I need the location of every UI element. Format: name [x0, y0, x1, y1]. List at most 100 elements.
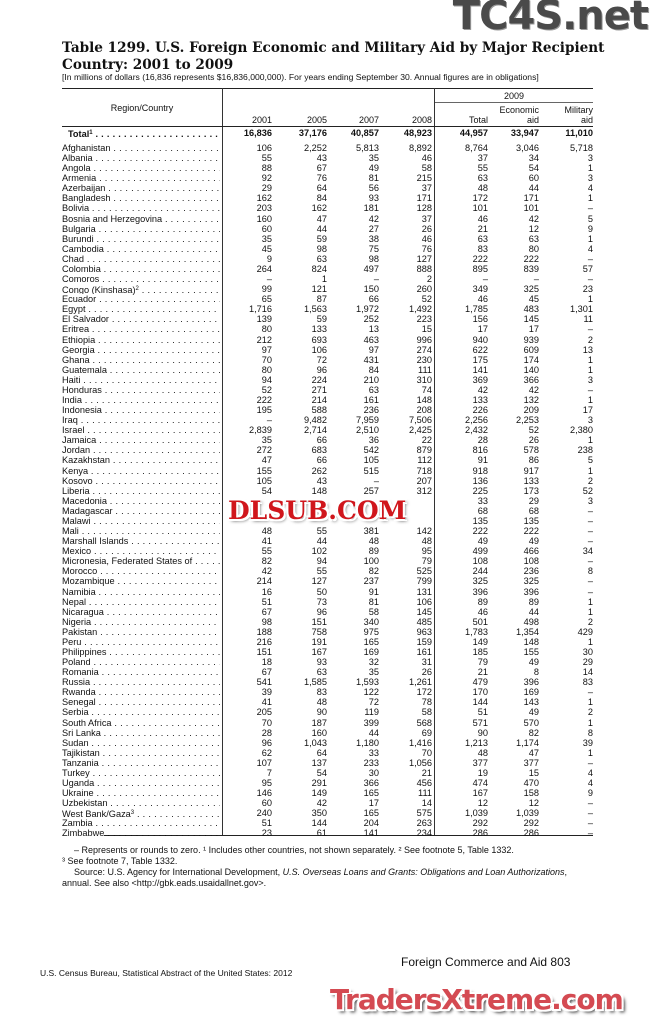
cell-2005: 191 [311, 636, 327, 647]
cell-2008: 127 [416, 253, 432, 264]
header-military-aid: aid [580, 115, 593, 125]
cell-2009-economic: 45 [528, 294, 539, 305]
cell-2001: 16 [261, 586, 272, 597]
header-economic-aid: aid [526, 115, 539, 125]
country-name-text: Ghana [62, 354, 90, 365]
cell-2008: 112 [417, 455, 432, 466]
country-name: Uganda [62, 778, 220, 789]
country-name: Uzbekistan [62, 798, 220, 809]
cell-2007: 1,972 [356, 304, 379, 315]
cell-2009-military: 8 [587, 566, 593, 577]
cell-2009-military: – [587, 203, 593, 214]
cell-2009-economic: 466 [523, 546, 539, 557]
country-name-label: Mali [62, 526, 79, 537]
cell-2007: 30 [368, 767, 379, 778]
cell-2005: 72 [316, 354, 327, 365]
country-name-text: Nepal [62, 596, 87, 607]
cell-2009-total: 79 [477, 657, 488, 668]
cell-2008: 46 [421, 233, 432, 244]
country-name-text: Afghanistan [62, 143, 111, 153]
cell-2001: 54 [261, 485, 272, 496]
cell-2001: 16,836 [243, 128, 272, 138]
cell-2005: 350 [311, 808, 327, 819]
cell-2005: 133 [311, 324, 327, 335]
country-name: Mozambique [62, 576, 220, 587]
country-name-text: Micronesia, Federated States of [62, 556, 193, 567]
country-name: India [62, 395, 220, 405]
cell-2009-total: 222 [472, 253, 488, 264]
cell-2009-military: 2 [587, 475, 593, 486]
cell-2009-military: 5 [587, 455, 593, 466]
cell-2005: 1,563 [304, 304, 327, 315]
cell-2008: 963 [416, 626, 432, 637]
cell-2009-military: 17 [582, 405, 593, 416]
country-name: Congo (Kinshasa)2 [62, 284, 220, 296]
cell-2007: 27 [368, 223, 379, 234]
cell-2009-total: 479 [472, 677, 488, 688]
cell-2007: 975 [363, 626, 379, 637]
country-name-text: Russia [62, 677, 91, 688]
country-name-label: Sudan [62, 737, 89, 748]
cell-2008: 131 [416, 586, 432, 597]
cell-2008: 234 [416, 828, 432, 839]
cell-2009-total: 185 [472, 647, 488, 657]
cell-2001: 35 [261, 435, 272, 446]
cell-2007: 204 [363, 818, 379, 829]
cell-2009-military: 1 [587, 233, 593, 244]
cell-2005: 144 [311, 818, 327, 829]
country-name: Nicaragua [62, 606, 220, 617]
cell-2008: 78 [421, 697, 432, 708]
cell-2009-total: 17 [477, 324, 488, 335]
cell-2005: 43 [316, 153, 327, 164]
country-name-label: West Bank/Gaza [62, 809, 131, 820]
cell-2005: 50 [316, 586, 327, 597]
cell-2009-total: 167 [472, 788, 488, 799]
cell-2005: 59 [316, 233, 327, 244]
cell-2009-military: – [587, 757, 593, 768]
cell-2001: 29 [261, 183, 272, 194]
country-name: Morocco [62, 566, 220, 577]
country-name: Angola [62, 163, 220, 174]
country-name-text: Kenya [62, 465, 89, 476]
cell-2009-economic: 60 [528, 173, 539, 184]
cell-2001: 80 [261, 364, 272, 375]
country-name: Russia [62, 677, 220, 688]
cell-2001: 214 [256, 576, 272, 587]
country-name-text: Tanzania [62, 757, 99, 768]
cell-2007: 91 [368, 586, 379, 597]
cell-2009-economic: 82 [528, 727, 539, 738]
country-name-label: Georgia [62, 344, 95, 355]
cell-2007: 236 [363, 405, 379, 416]
cell-2007: 75 [368, 243, 379, 254]
cell-2009-total: 108 [472, 556, 488, 567]
cell-2001: 95 [261, 778, 272, 789]
cell-2001: 41 [261, 697, 272, 708]
country-name-label: Madagascar [62, 505, 113, 516]
country-name: Macedonia [62, 495, 220, 506]
country-name: Chad [62, 253, 220, 264]
country-name: Bangladesh [62, 193, 220, 204]
cell-2009-economic: 34 [528, 153, 539, 164]
cell-2009-military: 34 [582, 546, 593, 557]
cell-2007: 58 [368, 606, 379, 617]
cell-2009-total: 225 [472, 485, 488, 496]
cell-2007: 237 [363, 576, 379, 587]
cell-2007: 81 [368, 596, 379, 607]
country-name: Nigeria [62, 616, 220, 627]
header-2001: 2001 [251, 115, 272, 125]
cell-2008: 312 [416, 485, 432, 496]
cell-2005: 37,176 [298, 128, 327, 138]
cell-2009-economic: 143 [523, 697, 539, 708]
cell-2009-economic: 148 [523, 636, 539, 647]
cell-2008: 70 [421, 747, 432, 758]
cell-2008: 260 [416, 284, 432, 295]
cell-2009-total: 816 [472, 445, 488, 456]
cell-2009-total: 141 [472, 364, 488, 375]
footnote-marker: 1 [89, 130, 93, 136]
cell-2009-economic: 171 [523, 193, 539, 204]
cell-2005: 54 [316, 767, 327, 778]
cell-2005: 151 [311, 616, 327, 627]
cell-2007: 82 [368, 566, 379, 577]
cell-2007: 252 [363, 314, 379, 325]
cell-2009-economic: 325 [523, 576, 539, 587]
